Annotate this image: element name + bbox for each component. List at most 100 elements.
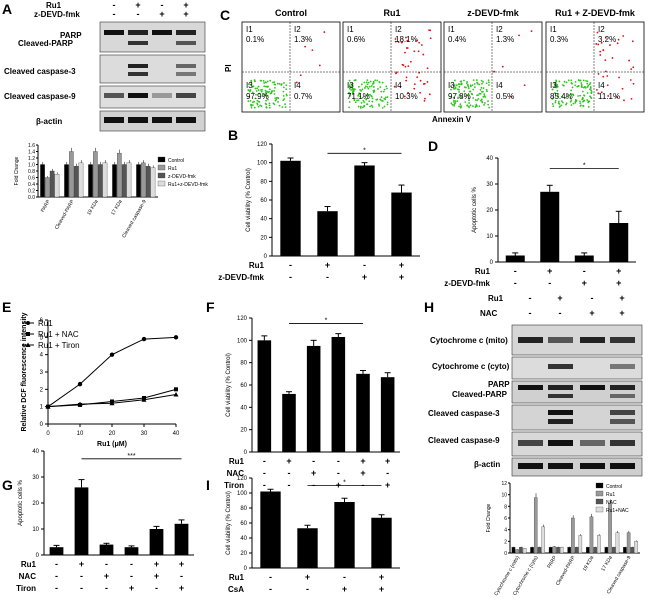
y-tick-label: 0.0 [28, 195, 35, 201]
significance-label: * [583, 162, 586, 169]
event-dot [272, 81, 274, 84]
treat-mark: + [183, 9, 188, 19]
event-dot [259, 104, 262, 107]
event-dot [374, 79, 377, 82]
bar [49, 547, 64, 555]
event-dot [397, 41, 400, 43]
chart-e: 0 1 2 3 4 5 6 0 10 20 30 40 Ru1 (μM) Relative DCF flu… [21, 312, 180, 448]
treatment-mark: + [362, 272, 367, 282]
legend-swatch [157, 164, 166, 171]
chart-b: 0 20 40 60 80 100 120 Cell viability (% Control… [218, 142, 420, 282]
y-tick-label: 5 [40, 335, 44, 341]
y-tick-label: 80 [240, 506, 247, 512]
event-dot [380, 96, 383, 99]
bar [112, 164, 117, 198]
event-dot [558, 103, 561, 105]
event-dot [248, 95, 251, 98]
treatment-mark: - [306, 584, 309, 594]
blot-h-cytc-cyto-label: Cytochrome c (cyto) [432, 362, 510, 371]
treatment-mark: - [514, 278, 517, 288]
quadrant-value: 97.9% [246, 92, 269, 101]
event-dot [586, 99, 589, 101]
event-dot [482, 87, 485, 90]
event-dot [460, 106, 462, 109]
quadrant-id: I4 [395, 81, 402, 90]
event-dot [473, 83, 476, 85]
quadrant-value: 0.7% [294, 92, 312, 101]
y-axis-label: Fold Change [486, 503, 492, 532]
y-tick-label: 0.2 [28, 189, 35, 195]
treatment-mark: - [288, 468, 291, 478]
event-dot [249, 99, 252, 102]
event-dot [285, 84, 288, 87]
y-tick-label: 0 [36, 553, 40, 559]
event-dot [628, 59, 631, 62]
event-dot [282, 86, 285, 89]
bar [589, 516, 594, 554]
event-dot [348, 79, 351, 82]
y-axis-label: Apoptotic cells % [18, 479, 24, 525]
bar [124, 547, 139, 555]
blot-h-images [511, 324, 643, 477]
panel-letter-c: C [220, 7, 230, 23]
bar [260, 491, 281, 568]
event-dot [364, 87, 366, 89]
treatment-mark: - [269, 584, 272, 594]
event-dot [554, 99, 557, 102]
event-dot [451, 103, 454, 106]
event-dot [580, 83, 583, 86]
event-dot [275, 98, 278, 101]
treatment-mark: - [55, 583, 58, 593]
treat-mark: - [113, 9, 116, 19]
event-dot [277, 101, 279, 103]
data-point [173, 392, 179, 397]
y-tick-label: 0 [504, 551, 507, 557]
event-dot [429, 29, 432, 32]
x-tick-label: 40 [173, 431, 180, 437]
bar [541, 526, 545, 554]
event-dot [285, 93, 288, 96]
y-tick-label: 60 [260, 198, 267, 204]
bar [626, 532, 631, 554]
event-dot [577, 79, 580, 81]
event-dot [450, 85, 452, 87]
event-dot [586, 82, 589, 85]
event-dot [466, 84, 469, 86]
event-dot [419, 91, 422, 94]
event-dot [348, 91, 350, 94]
event-dot [565, 103, 567, 106]
event-dot [407, 65, 410, 67]
y-tick-label: 10 [32, 527, 39, 533]
event-dot [616, 96, 618, 99]
event-dot [253, 106, 256, 109]
panel-letter-f: F [206, 299, 215, 315]
flow-title: Ru1 [383, 8, 400, 18]
quadrant-value: 10.3% [395, 92, 418, 101]
x-tick-label: Cleaved-PARP [54, 198, 76, 230]
treatment-mark: - [326, 272, 329, 282]
event-dot [460, 96, 463, 99]
y-tick-label: 100 [237, 491, 248, 497]
quadrant-id: I4 [496, 81, 503, 90]
quadrant-value: 11.1% [598, 92, 620, 101]
quadrant-value: 0.4% [448, 35, 466, 44]
event-dot [429, 37, 432, 40]
treatment-mark: - [80, 571, 83, 581]
x-tick-label: 19 KDa [582, 555, 596, 573]
event-dot [609, 44, 611, 46]
event-dot [368, 100, 371, 103]
event-dot [285, 88, 288, 90]
y-tick-label: 60 [240, 521, 247, 527]
y-tick-label: 20 [32, 501, 39, 507]
event-dot [554, 82, 556, 84]
treatment-mark: + [385, 480, 390, 490]
flow-title: z-DEVD-fmk [467, 8, 519, 18]
event-dot [404, 65, 407, 68]
event-dot [472, 88, 475, 91]
event-dot [371, 95, 373, 98]
y-tick-label: 1.2 [28, 156, 35, 162]
event-dot [631, 40, 634, 43]
event-dot [363, 104, 366, 107]
treat-mark: - [559, 308, 562, 318]
event-dot [267, 98, 269, 101]
